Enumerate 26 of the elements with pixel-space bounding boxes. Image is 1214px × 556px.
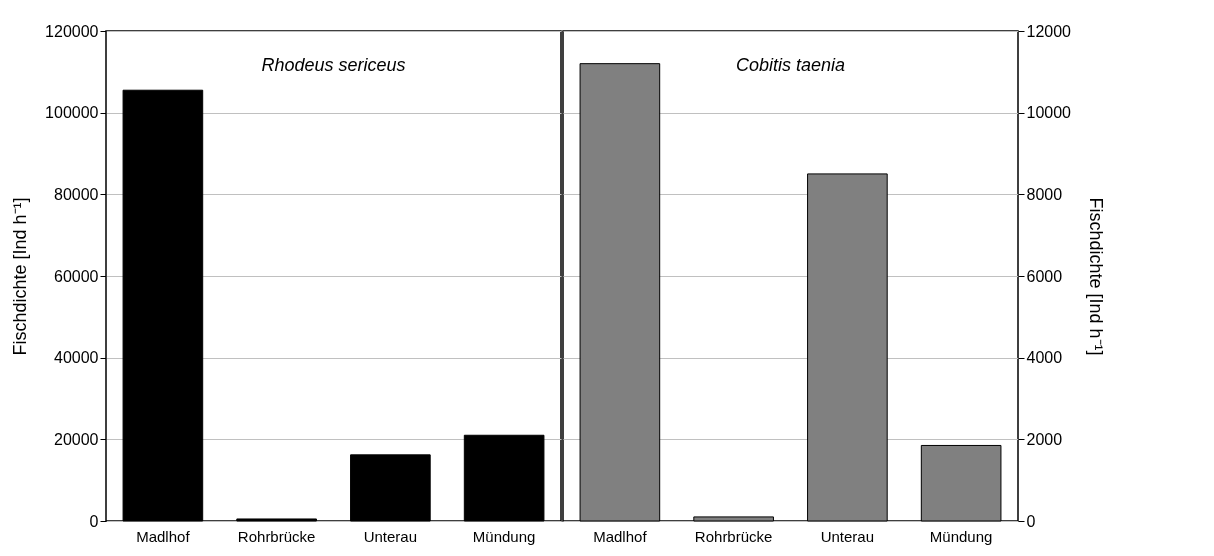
x-tick-label: Rohrbrücke [694,527,773,545]
x-tick-label: Madlhof [136,527,191,545]
y-tick-label: 40000 [54,349,99,367]
x-tick-label: Rohrbrücke [237,527,316,545]
text: Cobitis taenia [735,55,846,75]
y2-tick-label: 12000 [1026,22,1072,40]
x-tick-label: Madlhof [593,527,648,545]
y-tick-label: 20000 [54,430,99,448]
y2-tick-label: 4000 [1026,349,1063,367]
y2-axis-title: Fischdichte [Ind h⁻¹] [1085,197,1106,356]
text: Rhodeus sericeus [261,55,406,75]
y2-tick-label: 6000 [1026,267,1063,285]
y-tick-label: 60000 [54,267,99,285]
x-tick-label: Mündung [929,527,993,545]
x-tick-label: Unterau [820,527,875,545]
x-tick-label: Mündung [472,527,536,545]
x-tick-label: Unterau [363,527,418,545]
y2-tick-label: 2000 [1026,430,1063,448]
y2-tick-label: 10000 [1026,104,1072,122]
y-tick-label: 120000 [45,22,99,40]
y-tick-label: 100000 [45,104,99,122]
y-tick-label: 80000 [54,185,99,203]
y2-tick-label: 0 [1026,512,1036,530]
y-tick-label: 0 [89,512,99,530]
y-axis-title: Fischdichte [Ind h⁻¹] [10,197,31,356]
y2-tick-label: 8000 [1026,185,1063,203]
